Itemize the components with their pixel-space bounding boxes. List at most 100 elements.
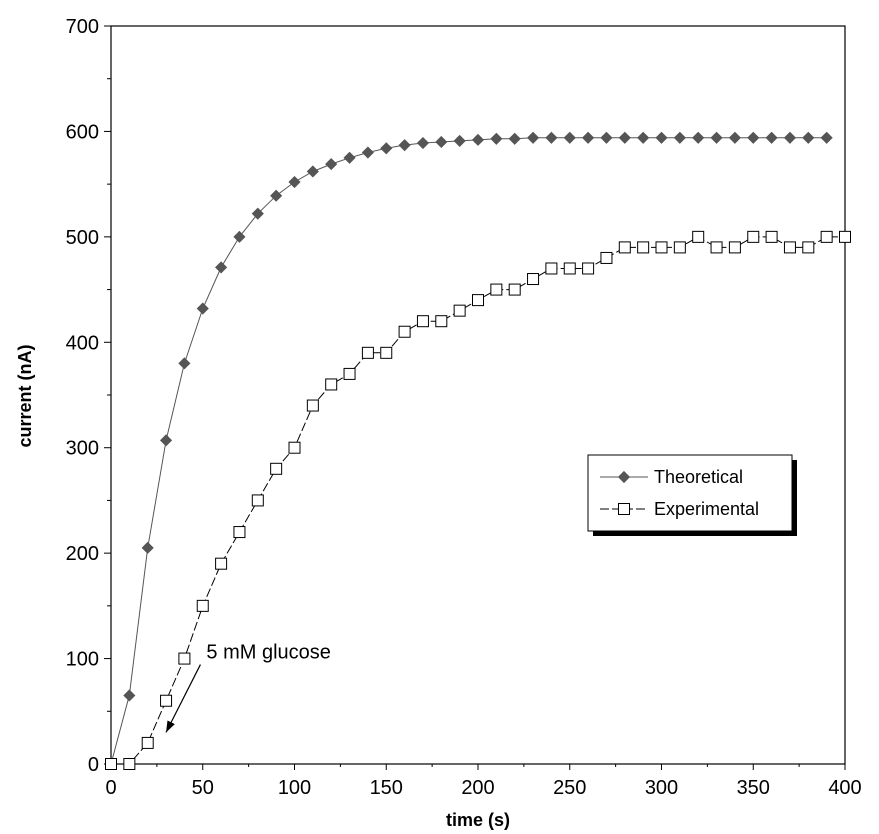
data-point: [600, 251, 613, 264]
data-point: [508, 283, 521, 296]
data-point: [526, 131, 540, 144]
x-tick-label: 50: [192, 777, 214, 799]
data-point: [637, 131, 650, 144]
data-point: [747, 230, 760, 243]
annotation-arrow-shaft: [165, 664, 201, 733]
data-point: [673, 131, 686, 144]
y-tick-label: 100: [66, 649, 99, 671]
data-point: [783, 241, 796, 254]
data-point: [270, 462, 283, 475]
data-point: [306, 165, 319, 178]
legend-entry-experimental: Experimental: [600, 499, 759, 519]
data-point: [196, 302, 209, 315]
data-point: [361, 346, 374, 359]
data-point: [306, 399, 319, 412]
y-tick-label: 400: [66, 332, 99, 354]
data-point: [233, 230, 246, 243]
data-point: [508, 132, 521, 145]
x-axis-label: time (s): [446, 810, 510, 830]
data-point: [398, 325, 411, 338]
data-point: [802, 241, 815, 254]
data-point: [270, 189, 283, 202]
tick-labels: 0 50 100 150 200 250 300 350 400 0 100 200 300 400 500…: [66, 16, 862, 799]
data-point: [747, 131, 760, 144]
data-point: [141, 736, 154, 749]
x-tick-label: 150: [370, 777, 403, 799]
data-point: [288, 175, 301, 189]
data-point: [820, 131, 833, 144]
data-point: [637, 241, 650, 254]
data-point: [655, 131, 668, 144]
legend-label: Experimental: [654, 499, 759, 519]
data-point: [618, 241, 631, 254]
legend-marker: [617, 470, 631, 484]
data-point: [343, 367, 356, 380]
y-tick-label: 200: [66, 543, 99, 565]
data-point: [655, 241, 668, 254]
data-point: [765, 131, 778, 144]
data-point: [692, 230, 705, 243]
data-point: [251, 207, 264, 220]
data-point: [416, 136, 430, 150]
x-tick-label: 400: [828, 777, 861, 799]
annotation-arrowhead: [166, 720, 175, 733]
data-point: [490, 132, 503, 145]
x-tick-label: 300: [645, 777, 678, 799]
data-point: [380, 346, 393, 359]
data-point: [545, 131, 558, 144]
x-tick-label: 200: [461, 777, 494, 799]
x-tick-label: 250: [553, 777, 586, 799]
x-tick-label: 350: [737, 777, 770, 799]
series-experimental: [105, 230, 851, 770]
data-point: [692, 131, 705, 144]
data-point: [196, 599, 209, 612]
data-point: [215, 557, 228, 570]
data-point: [728, 131, 741, 144]
legend: Theoretical Experimental: [587, 454, 797, 536]
y-tick-label: 0: [88, 754, 99, 776]
data-point: [233, 526, 246, 539]
legend-entry-theoretical: Theoretical: [600, 467, 743, 487]
data-point: [141, 541, 154, 554]
data-point: [398, 139, 411, 152]
data-point: [325, 158, 338, 171]
data-point: [215, 261, 228, 274]
series-line: [110, 137, 827, 765]
data-point: [325, 378, 338, 391]
data-point: [582, 262, 595, 275]
data-point: [802, 131, 815, 144]
y-axis-label: current (nA): [15, 344, 35, 447]
data-point: [361, 146, 374, 159]
data-point: [563, 262, 576, 275]
data-point: [453, 304, 466, 317]
annotation-label: 5 mM glucose: [206, 642, 330, 664]
data-point: [160, 694, 173, 707]
data-point: [820, 230, 833, 243]
data-point: [673, 241, 686, 254]
data-point: [472, 294, 484, 307]
data-point: [178, 652, 191, 665]
data-point: [545, 262, 558, 275]
data-point: [288, 441, 301, 454]
legend-box: [587, 454, 793, 532]
data-point: [490, 283, 503, 296]
data-point: [618, 131, 631, 144]
axis-ticks: [104, 25, 846, 770]
data-point: [435, 315, 448, 328]
legend-marker: [618, 503, 630, 515]
data-point: [343, 151, 356, 164]
data-point: [765, 230, 778, 243]
data-point: [435, 135, 448, 149]
data-point: [123, 758, 136, 770]
y-tick-label: 500: [66, 227, 99, 249]
data-point: [471, 133, 485, 146]
data-point: [710, 241, 723, 254]
data-point: [380, 142, 393, 155]
data-point: [728, 241, 741, 254]
data-point: [783, 131, 797, 144]
annotation-layer: 5 mM glucose: [165, 642, 331, 733]
data-point: [123, 689, 136, 702]
x-tick-label: 100: [278, 777, 311, 799]
data-point: [251, 494, 264, 507]
data-point: [600, 131, 613, 144]
